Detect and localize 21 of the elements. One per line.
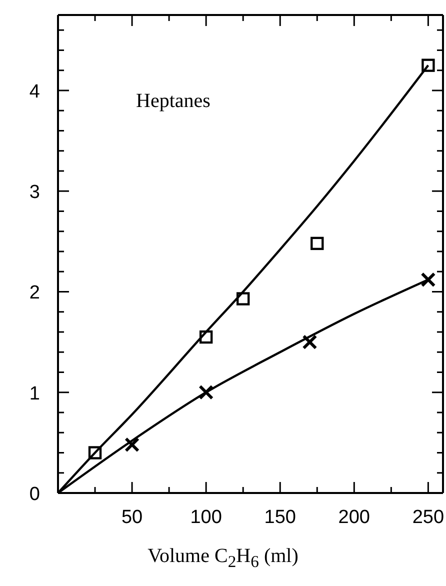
point <box>199 330 213 344</box>
point <box>198 384 214 400</box>
y-tick-label: 2 <box>29 282 40 304</box>
x-tick-label: 150 <box>264 507 296 528</box>
point <box>420 272 436 288</box>
x-tick-label: 100 <box>190 507 222 528</box>
y-tick-label: 4 <box>29 81 40 102</box>
x-axis-title: Volume C$_{2}$H$_{6}$ (ml) <box>146 545 300 572</box>
point <box>124 437 140 452</box>
y-tick-label: 0 <box>29 484 40 505</box>
point <box>422 58 435 72</box>
y-tick-label: 1 <box>29 383 40 404</box>
annotation: Heptanes <box>136 90 210 113</box>
x-tick-label: 200 <box>338 507 370 528</box>
y-tick-label: 3 <box>29 182 40 204</box>
x-tick-label: 250 <box>412 507 444 528</box>
x-tick-label: 50 <box>121 507 143 528</box>
point <box>302 334 318 350</box>
point <box>236 292 250 306</box>
point <box>310 236 324 250</box>
point <box>88 446 102 460</box>
